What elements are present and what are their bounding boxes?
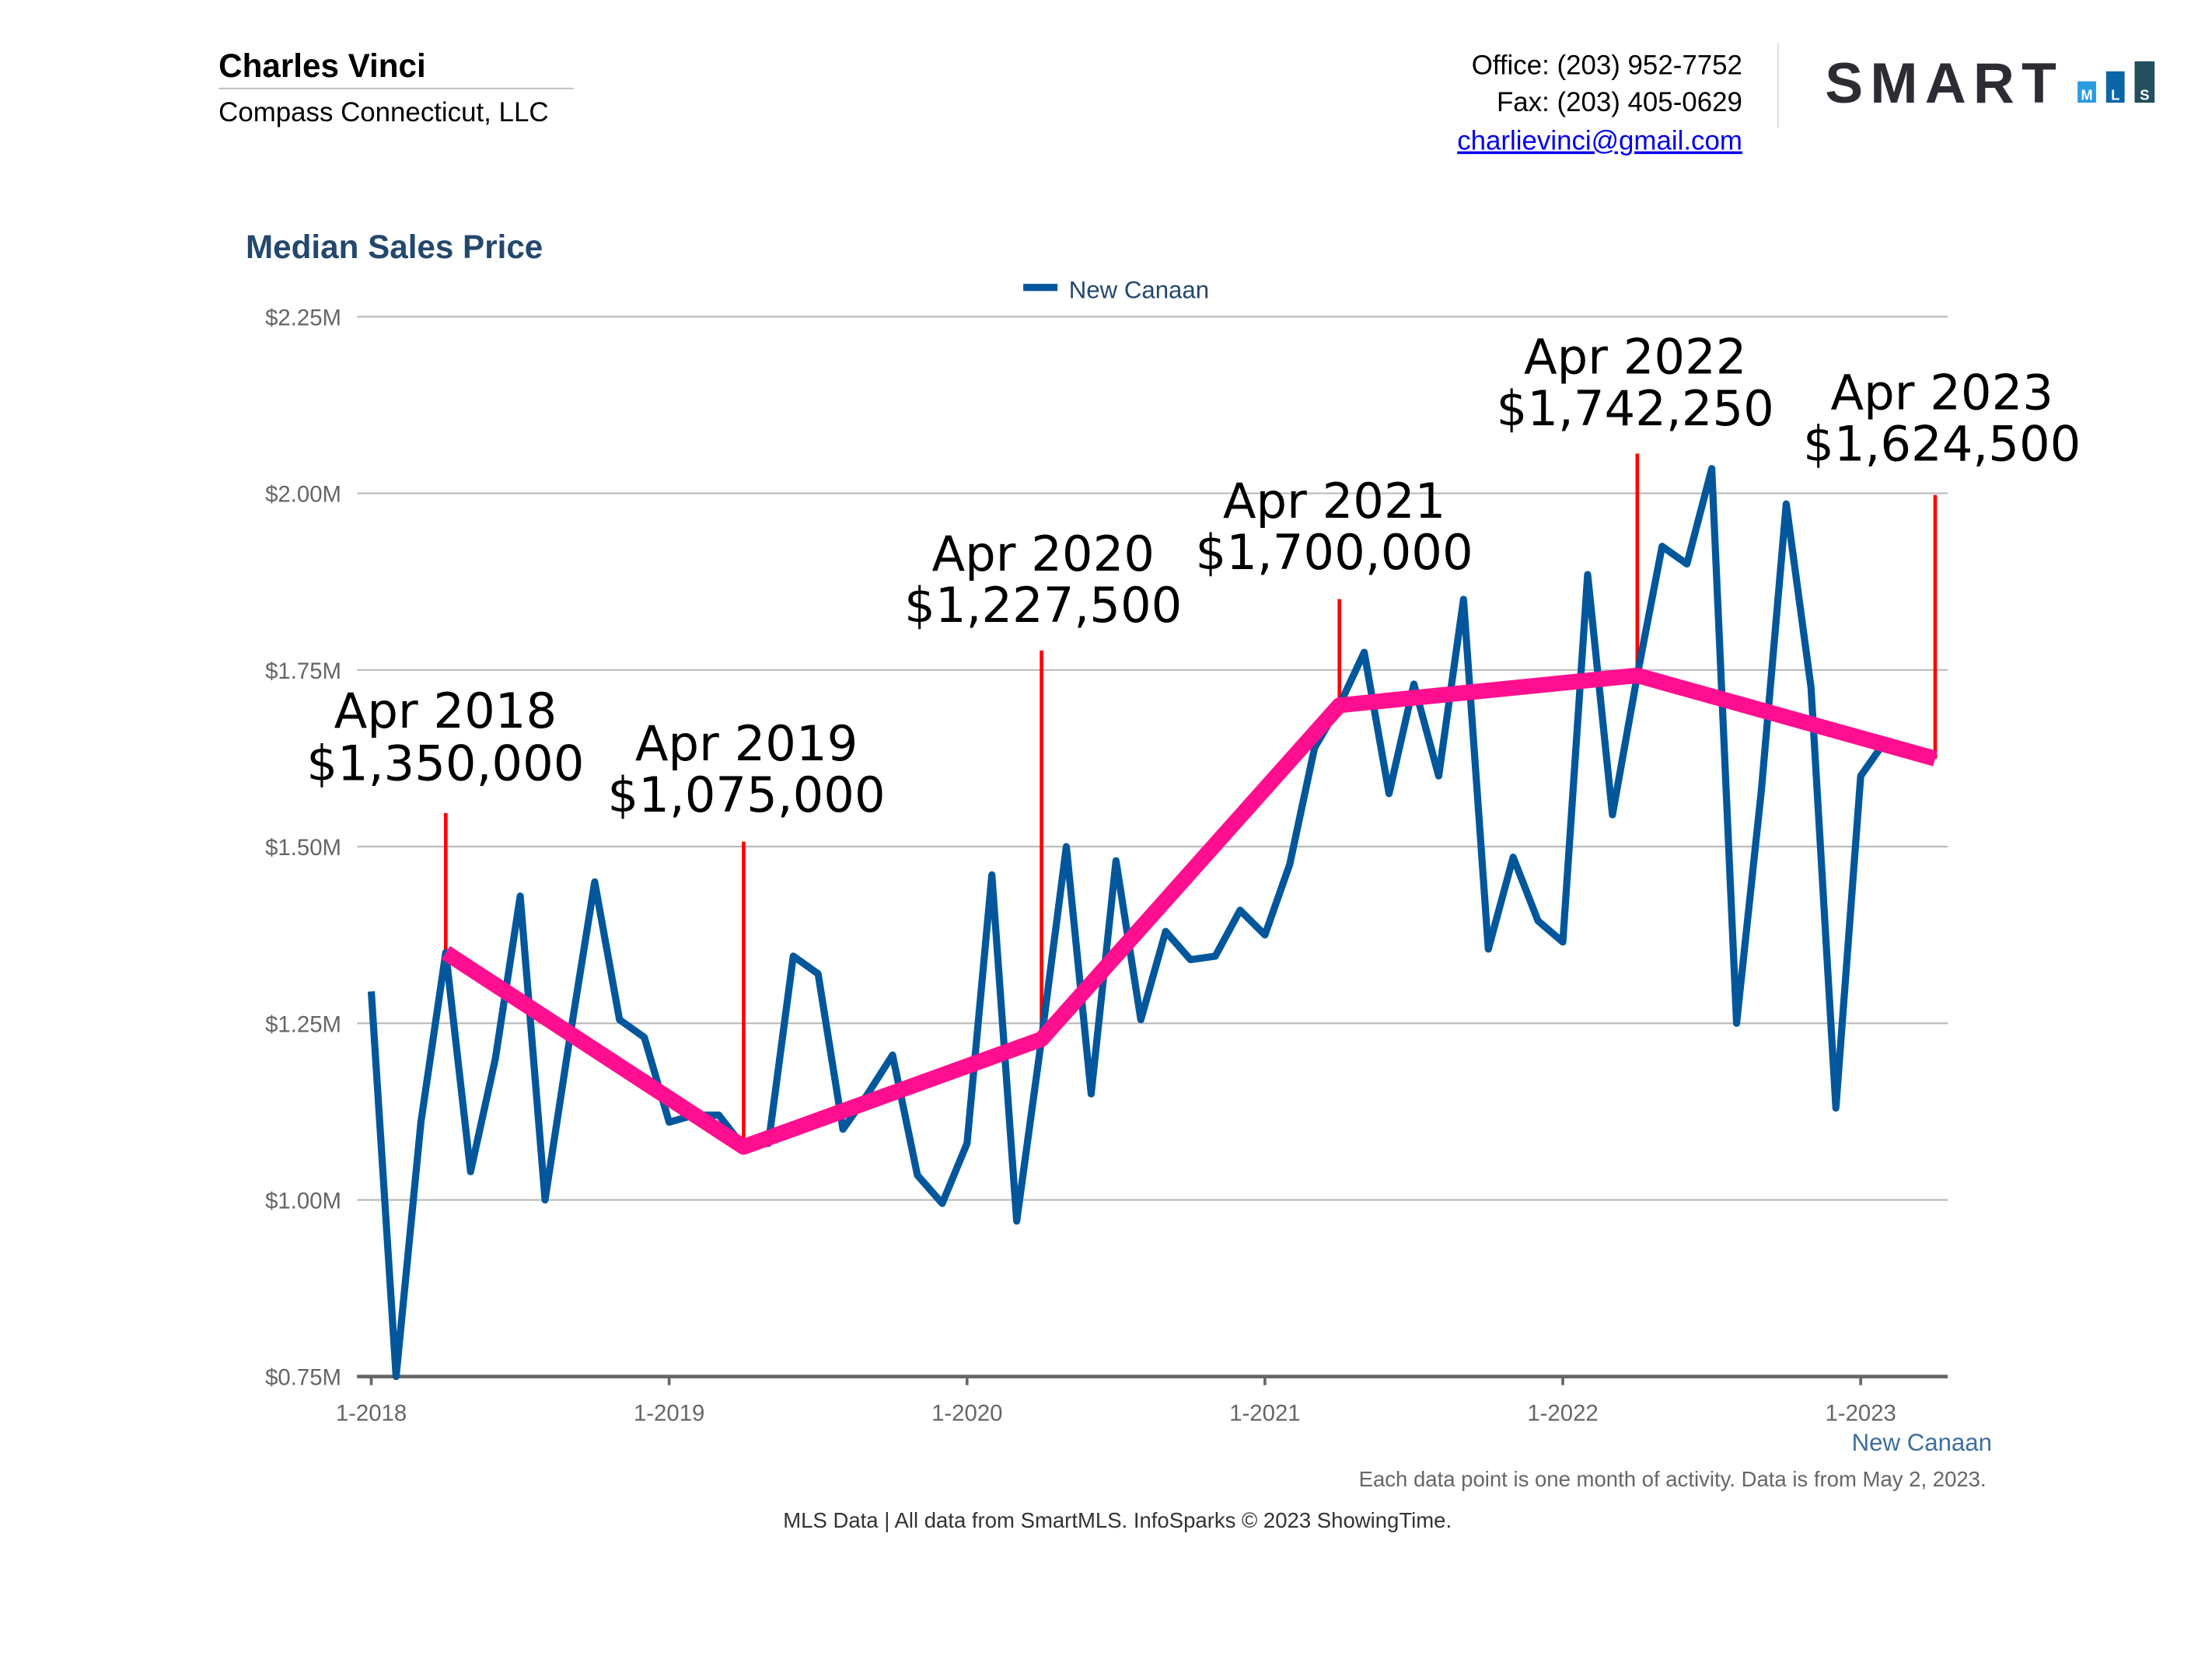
annotation-date: Apr 2018 (334, 683, 557, 739)
annotation-value: $1,624,500 (1803, 416, 2081, 473)
x-tick-label: 1-2018 (336, 1401, 407, 1427)
trend-line (441, 667, 1938, 1155)
y-tick-label: $2.25M (265, 305, 341, 330)
y-tick-label: $1.75M (265, 658, 341, 684)
y-tick-label: $2.00M (265, 482, 341, 508)
y-tick-label: $1.25M (265, 1011, 341, 1037)
annotation-value: $1,742,250 (1497, 380, 1774, 437)
legend: New Canaan (1023, 276, 1209, 303)
trend-polyline (441, 667, 1938, 1155)
agent-name: Charles Vinci (218, 47, 426, 84)
annotation-date: Apr 2019 (635, 715, 858, 772)
x-tick-label: 1-2019 (634, 1401, 704, 1427)
legend-swatch (1023, 284, 1058, 292)
logo-block-l (2105, 71, 2125, 103)
gridlines (357, 316, 1948, 1201)
series-line (367, 465, 1937, 1381)
annotation-value: $1,227,500 (904, 577, 1182, 634)
logo-letter-s: S (2140, 86, 2149, 103)
x-tick-label: 1-2022 (1527, 1401, 1598, 1427)
x-axis: 1-2018 1-2019 1-2020 1-2021 1-2022 1-2023 (336, 1374, 1948, 1427)
annotation-value: $1,350,000 (306, 735, 584, 792)
annotation-date: Apr 2022 (1524, 329, 1746, 386)
annotation-date: Apr 2020 (932, 526, 1155, 582)
email-link[interactable]: charlievinci@gmail.com (1457, 126, 1742, 156)
annotation-labels: Apr 2018$1,350,000 Apr 2019$1,075,000 Apr … (306, 329, 2081, 823)
logo-block-m (2077, 81, 2096, 103)
annotation-date: Apr 2023 (1831, 365, 2053, 421)
logo-block-s (2134, 61, 2155, 103)
x-tick-label: 1-2023 (1825, 1401, 1896, 1427)
y-tick-label: $0.75M (265, 1365, 341, 1391)
annotation-lines (444, 453, 1938, 1147)
chart-title: Median Sales Price (246, 229, 543, 265)
agent-company: Compass Connecticut, LLC (218, 97, 548, 127)
fax-number: Fax: (203) 405-0629 (1497, 87, 1742, 117)
smartmls-logo: SMART M L S (1825, 51, 2155, 115)
logo-letter-m: M (2081, 86, 2092, 103)
annotation-date: Apr 2021 (1223, 473, 1445, 529)
legend-label: New Canaan (1069, 276, 1209, 303)
x-tick-label: 1-2020 (931, 1401, 1002, 1427)
annotation-value: $1,075,000 (608, 767, 886, 823)
logo-letter-l: L (2111, 86, 2119, 103)
footer-credit: MLS Data | All data from SmartMLS. InfoS… (783, 1508, 1452, 1532)
footer-note: Each data point is one month of activity… (1359, 1467, 1987, 1491)
logo-text: SMART (1825, 51, 2063, 115)
x-tick-label: 1-2021 (1229, 1401, 1300, 1427)
y-axis: $0.75M $1.00M $1.25M $1.50M $1.75M $2.00M $2.2… (265, 305, 341, 1390)
annotation-value: $1,700,000 (1196, 524, 1473, 581)
y-tick-label: $1.00M (265, 1188, 341, 1214)
y-tick-label: $1.50M (265, 835, 341, 861)
office-phone: Office: (203) 952-7752 (1472, 50, 1742, 80)
x-axis-caption: New Canaan (1852, 1429, 1992, 1456)
